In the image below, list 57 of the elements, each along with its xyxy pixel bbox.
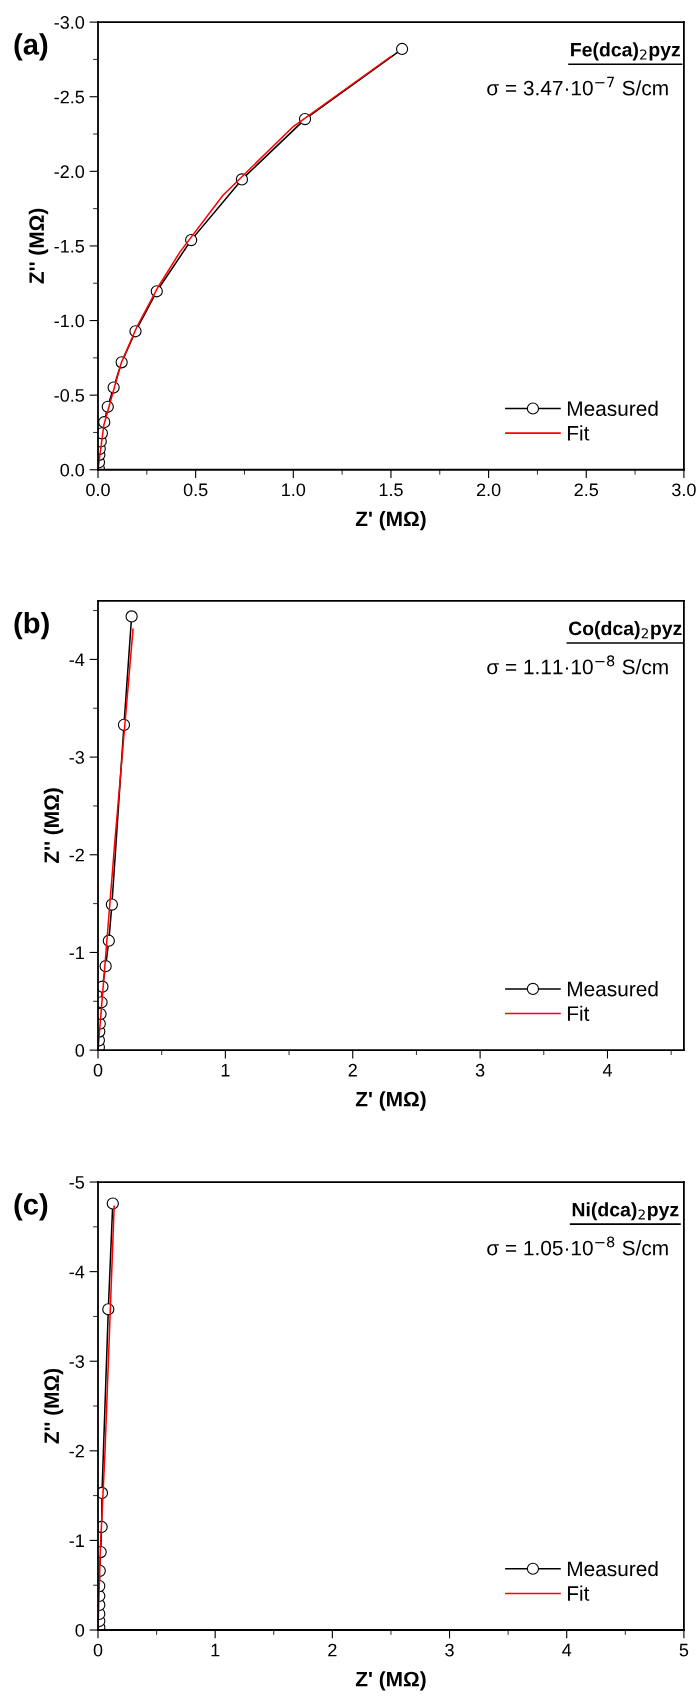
x-tick-label: 3: [475, 1063, 485, 1077]
annotation: σ = 1.05·10$^{−8}$ S/cm: [487, 1236, 668, 1256]
y-tick-label: -2: [69, 848, 84, 862]
y-tick-label: -1.0: [54, 314, 85, 328]
y-tick-label: 0: [75, 1044, 85, 1057]
x-tick-label: 1.0: [282, 483, 306, 497]
y-tick-label: -4: [69, 1265, 85, 1279]
y-tick-label: -3: [69, 1355, 85, 1368]
y-tick-label: -2.0: [54, 165, 85, 179]
x-tick-label: 2.0: [476, 483, 501, 497]
x-tick-label: 1: [221, 1063, 230, 1077]
x-tick-label: 3: [445, 1643, 454, 1657]
y-tick-label: -2: [69, 1444, 84, 1458]
y-tick-label: -4: [69, 653, 85, 666]
x-tick-label: 2: [328, 1643, 337, 1657]
y-tick-label: -1.5: [54, 240, 85, 253]
y-axis-title: Z'' (MΩ): [28, 208, 49, 284]
y-tick-label: -5: [69, 1176, 85, 1189]
y-tick-label: -3: [69, 751, 85, 764]
y-tick-label: -1: [69, 946, 84, 959]
legend-label: Measured: [567, 981, 658, 997]
y-tick-label: 0: [75, 1623, 85, 1637]
x-tick-label: 4: [562, 1643, 572, 1657]
x-tick-label: 1: [211, 1643, 220, 1657]
annotation: σ = 3.47·10$^{−7}$ S/cm: [487, 76, 668, 96]
x-tick-label: 4: [602, 1063, 612, 1077]
text: Ni(dca)$_{2}$pyz: [572, 1202, 679, 1221]
legend-label: Measured: [567, 400, 658, 417]
text: Fe(dca)$_{2}$pyz: [571, 42, 681, 61]
legend-label: Fit: [567, 1585, 590, 1601]
x-tick-label: 2: [348, 1063, 357, 1077]
text: Co(dca)$_{2}$pyz: [568, 621, 682, 640]
x-tick-label: 2.5: [574, 483, 599, 497]
text: (b): [14, 612, 49, 640]
y-tick-label: -2.5: [54, 90, 85, 104]
x-tick-label: 3.0: [672, 483, 696, 497]
text: (a): [14, 33, 48, 61]
x-tick-label: 0.5: [183, 483, 208, 497]
x-tick-label: 0: [93, 1063, 103, 1077]
y-axis-title: Z'' (MΩ): [43, 1368, 64, 1444]
x-axis-title: Z' (MΩ): [355, 510, 426, 531]
x-tick-label: 0: [93, 1643, 103, 1657]
legend-label: Fit: [567, 425, 590, 441]
x-tick-label: 1.5: [379, 483, 403, 497]
y-axis-title: Z'' (MΩ): [43, 788, 64, 864]
text: (c): [14, 1193, 48, 1221]
x-axis-title: Z' (MΩ): [355, 1671, 426, 1691]
legend-label: Fit: [567, 1005, 590, 1021]
x-tick-label: 5: [679, 1643, 689, 1657]
annotation: σ = 1.11·10$^{−8}$ S/cm: [487, 655, 668, 675]
legend-label: Measured: [567, 1560, 658, 1577]
y-tick-label: -0.5: [54, 389, 85, 402]
y-tick-label: -1: [69, 1534, 84, 1547]
x-tick-label: 0.0: [86, 483, 110, 497]
y-tick-label: 0.0: [60, 463, 85, 477]
y-tick-label: -3.0: [54, 16, 85, 29]
x-axis-title: Z' (MΩ): [355, 1091, 426, 1111]
